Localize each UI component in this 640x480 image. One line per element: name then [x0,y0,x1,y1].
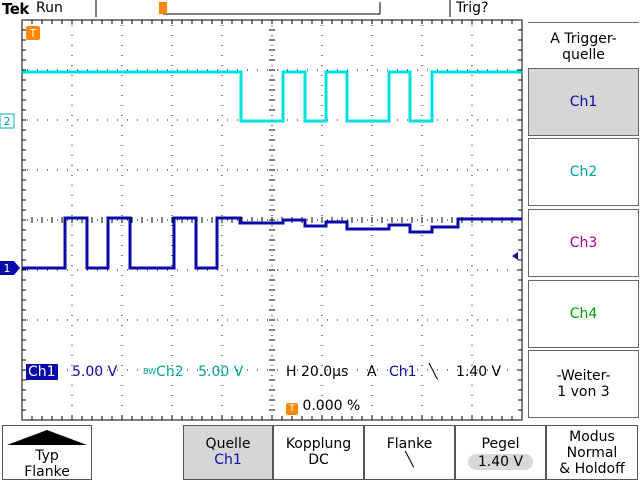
trigger-level-readout: 1.40 V [455,364,502,380]
quelle-line2: Ch1 [214,452,242,468]
modus-line2: Normal [566,445,618,461]
more-line2: 1 von 3 [557,384,610,400]
kopplung-line2: DC [308,452,329,468]
acquisition-state: Run [36,0,63,16]
pegel-value: 1.40 V [467,454,534,470]
typ-button[interactable]: Typ Flanke [2,425,92,480]
ch1-readout: Ch1 5.00 V [26,364,117,382]
source-ch3-button[interactable]: Ch3 [528,209,639,277]
svg-text:1: 1 [4,262,11,275]
bandwidth-limit-mark: BW [143,367,157,376]
ch1-waveform [22,216,522,270]
menu-title-line1: A Trigger- [550,31,617,47]
trigger-position-marker [159,2,167,14]
more-button[interactable]: -Weiter- 1 von 3 [528,350,639,418]
source-ch1-button[interactable]: Ch1 [528,68,639,136]
modus-line1: Modus [569,429,615,445]
modus-button[interactable]: Modus Normal & Holdoff [546,425,638,480]
trigger-marker: T [26,26,40,40]
more-line1: -Weiter- [556,368,611,384]
trigger-position-icon: T [286,403,298,415]
trigger-status: Trig? [456,0,489,16]
flanke-line1: Flanke [386,436,433,452]
source-ch4-button[interactable]: Ch4 [528,280,639,348]
brand-logo: Tek [2,0,29,18]
typ-line1: Typ [35,448,59,464]
pegel-button[interactable]: Pegel 1.40 V [455,425,546,480]
menu-title: A Trigger- quelle [528,22,639,68]
trigger-slope-icon: ╲ [429,364,438,380]
ch2-label: Ch2 [156,364,184,380]
trigger-position-value: 0.000 % [302,398,361,414]
ch1-scale: 5.00 V [72,364,118,380]
up-arrow-icon [7,430,87,445]
svg-text:T: T [29,27,37,40]
pegel-line1: Pegel [481,436,520,452]
kopplung-button[interactable]: Kopplung DC [273,425,364,480]
flanke-button[interactable]: Flanke ╲ [364,425,455,480]
ch2-waveform [22,70,522,123]
ch1-ground-marker: 1 [0,261,20,275]
falling-slope-icon: ╲ [405,452,414,468]
trigger-readout: A Ch1 ╲ 1.40 V [367,364,501,382]
ch1-label: Ch1 [26,364,58,380]
ch2-ground-marker: 2 [0,113,15,129]
top-status-bar: Tek Run Trig? [0,0,640,18]
trigger-source-readout: Ch1 [389,364,417,380]
typ-line2: Flanke [24,464,70,480]
trigger-level-marker [512,252,518,260]
trigger-mode-letter: A [367,364,377,380]
ch2-readout: BWCh2 5.00 V [143,364,243,382]
kopplung-line1: Kopplung [285,436,352,452]
trigger-position-readout: T 0.000 % [286,398,360,416]
quelle-button[interactable]: Quelle Ch1 [183,425,273,480]
source-ch2-button[interactable]: Ch2 [528,138,639,206]
svg-text:2: 2 [4,115,11,128]
menu-title-line2: quelle [562,47,605,63]
ch2-scale: 5.00 V [198,364,244,380]
quelle-line1: Quelle [205,436,251,452]
timebase-readout: H 20.0µs [286,364,349,380]
modus-line3: & Holdoff [559,461,625,477]
graticule-grid [21,19,523,421]
